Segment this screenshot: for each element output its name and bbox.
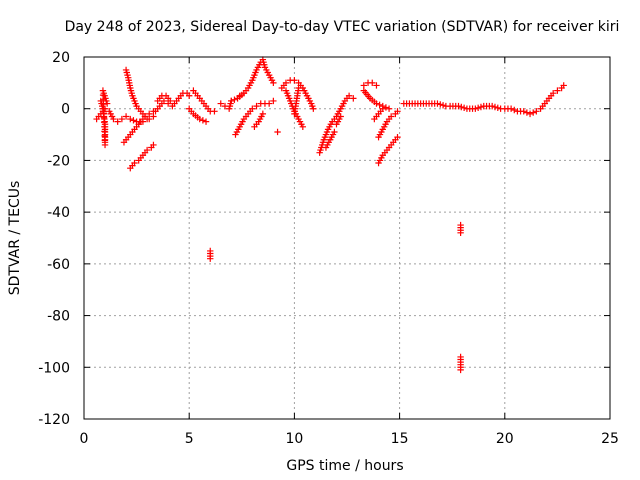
y-tick-label: -20 — [47, 153, 70, 169]
y-tick-label: -60 — [47, 257, 70, 273]
data-point — [526, 110, 534, 118]
data-point — [103, 100, 111, 107]
data-point — [118, 115, 126, 123]
data-point — [385, 105, 393, 112]
data-point — [376, 101, 383, 109]
data-point — [141, 113, 149, 120]
data-point — [160, 97, 168, 105]
data-point — [114, 118, 121, 125]
x-axis-label: GPS time / hours — [286, 458, 403, 474]
data-point — [199, 117, 207, 124]
data-point — [130, 117, 137, 124]
data-point — [164, 100, 172, 107]
x-tick-label: 25 — [601, 431, 619, 447]
y-tick-label: -40 — [47, 205, 70, 221]
data-point — [299, 123, 307, 131]
data-point — [457, 229, 464, 237]
data-point — [337, 113, 344, 120]
data-point — [127, 115, 134, 123]
data-point — [379, 105, 386, 112]
data-point — [394, 108, 401, 115]
data-point — [253, 102, 260, 110]
data-point — [202, 118, 210, 125]
data-point — [186, 92, 193, 99]
data-point — [110, 115, 117, 123]
data-point — [150, 141, 157, 149]
data-point — [131, 159, 138, 167]
axis-ticks: 0 5 10 15 20 25 -120 -100 -80 -60 -40 -20 0 20 — [38, 50, 619, 447]
data-point — [146, 110, 153, 118]
data-point — [477, 103, 485, 111]
data-point — [530, 109, 537, 116]
data-point — [382, 104, 390, 111]
data-point — [520, 108, 527, 115]
data-point — [291, 77, 298, 84]
data-point — [240, 90, 248, 97]
plot-frame — [83, 56, 611, 420]
data-point — [373, 100, 380, 107]
data-point — [143, 146, 151, 154]
data-point — [350, 95, 357, 102]
data-point — [270, 97, 277, 105]
y-axis-label: SDTVAR / TECUs — [7, 181, 23, 296]
data-point — [169, 102, 176, 110]
x-tick-label: 10 — [285, 431, 303, 447]
x-tick-label: 15 — [391, 431, 409, 447]
data-point — [455, 102, 462, 110]
y-tick-label: -120 — [38, 412, 70, 428]
data-point — [387, 113, 395, 120]
data-point — [122, 113, 130, 120]
data-point — [472, 105, 479, 112]
data-points — [93, 56, 567, 374]
chart-title: Day 248 of 2023, Sidereal Day-to-day VTE… — [65, 19, 620, 35]
data-point — [494, 104, 501, 112]
data-point — [491, 103, 499, 111]
data-point — [457, 366, 464, 374]
data-point — [217, 100, 224, 107]
y-tick-label: -100 — [38, 360, 70, 376]
data-point — [345, 92, 353, 99]
data-point — [259, 110, 267, 118]
data-point — [249, 105, 256, 112]
data-point — [458, 103, 465, 111]
x-tick-label: 0 — [80, 431, 89, 447]
data-point — [437, 101, 444, 108]
data-point — [282, 79, 290, 87]
data-point — [265, 100, 273, 107]
data-point — [211, 108, 218, 115]
data-point — [507, 105, 515, 112]
x-tick-label: 20 — [496, 431, 514, 447]
data-point — [523, 109, 531, 116]
grid — [84, 57, 610, 419]
y-tick-label: -80 — [47, 309, 70, 325]
data-point — [474, 104, 482, 112]
data-point — [331, 128, 338, 136]
data-point — [369, 79, 376, 87]
data-point — [439, 102, 447, 109]
data-point — [373, 82, 380, 89]
data-point — [295, 84, 302, 92]
y-tick-label: 20 — [52, 50, 70, 66]
data-point — [231, 96, 238, 103]
y-tick-label: 0 — [61, 102, 70, 118]
x-tick-label: 5 — [185, 431, 194, 447]
data-point — [310, 105, 317, 112]
data-point — [196, 115, 203, 123]
data-point — [460, 104, 468, 112]
data-point — [434, 100, 441, 107]
data-point — [533, 108, 540, 115]
data-point — [554, 87, 561, 94]
data-point — [228, 97, 235, 105]
data-point — [511, 106, 518, 114]
data-point — [560, 82, 567, 89]
data-point — [270, 79, 277, 87]
data-point — [274, 128, 281, 136]
data-point — [488, 102, 496, 110]
data-point — [394, 133, 401, 141]
data-point — [549, 90, 557, 97]
data-point — [207, 255, 214, 262]
